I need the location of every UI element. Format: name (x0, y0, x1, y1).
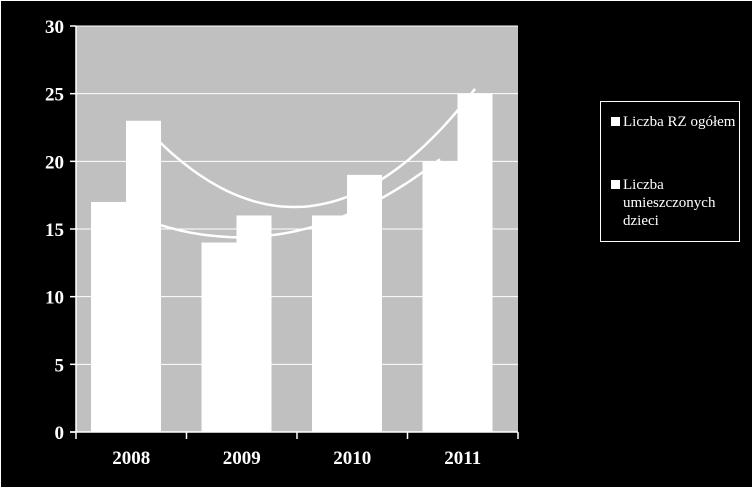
y-tick-label-15: 15 (45, 220, 64, 241)
legend: Liczba RZ ogółem Liczba umieszczonych dz… (600, 101, 740, 242)
y-tick-label-10: 10 (45, 288, 64, 309)
y-tick-label-25: 25 (45, 85, 64, 106)
x-tick-label-2011: 2011 (444, 448, 481, 469)
y-tick-label-0: 0 (55, 423, 65, 444)
trendline-series-1 (107, 158, 441, 239)
bar-series-2-2009 (236, 215, 272, 432)
bar-series-1-2011 (422, 161, 458, 433)
bar-series-2-2011 (457, 93, 493, 433)
bar-series-2-2008 (126, 120, 161, 432)
x-tick-label-2008: 2008 (112, 448, 150, 469)
bar-series-1-2008 (91, 201, 126, 432)
legend-item-series-1: Liczba RZ ogółem (611, 113, 739, 131)
bar-series-1-2009 (201, 242, 237, 432)
bar-series-2-2010 (347, 174, 382, 432)
legend-swatch-series-1 (611, 117, 620, 126)
legend-item-series-2: Liczba umieszczonych dzieci (611, 176, 739, 230)
trendline-series-2 (142, 88, 476, 209)
y-tick-label-20: 20 (45, 152, 64, 173)
x-tick-label-2009: 2009 (223, 448, 261, 469)
legend-label-series-1: Liczba RZ ogółem (623, 114, 736, 130)
x-tick-label-2010: 2010 (333, 448, 371, 469)
y-tick-label-5: 5 (55, 355, 65, 376)
legend-swatch-series-2 (611, 180, 620, 189)
legend-label-series-2: Liczba umieszczonych dzieci (623, 177, 716, 229)
y-tick-label-30: 30 (45, 17, 64, 38)
bar-series-1-2010 (312, 215, 347, 432)
